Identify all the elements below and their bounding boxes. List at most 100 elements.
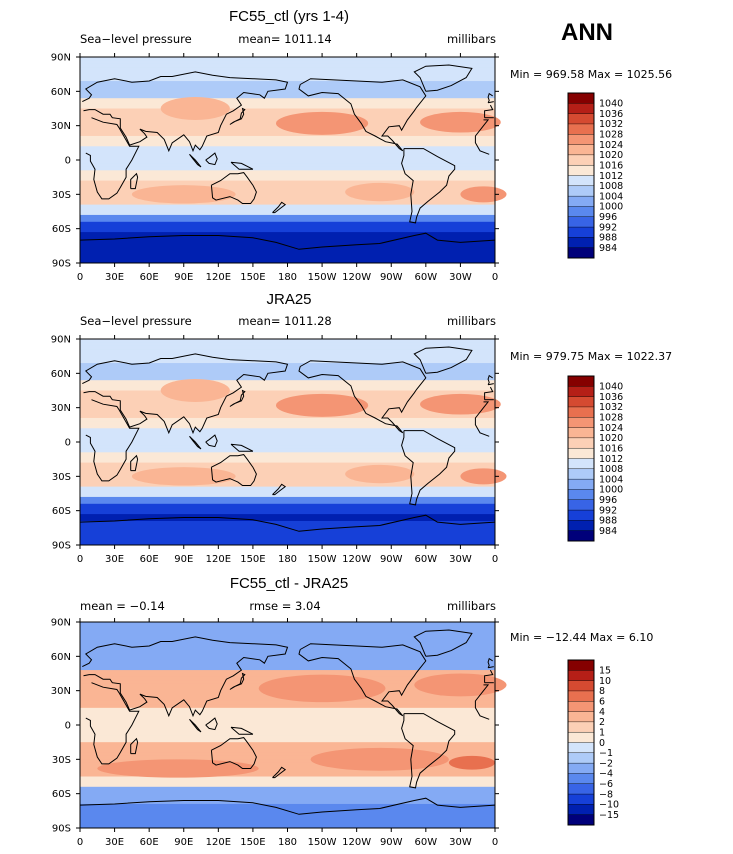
colorbar-box-2-12 [567, 783, 595, 795]
y-tick-label-0-1: 60N [51, 87, 71, 98]
colorbar-label-2-11: −6 [599, 779, 613, 790]
colorbar-label-2-12: −8 [599, 789, 613, 800]
panel-1-mean-label: mean= 1011.14 [238, 32, 331, 46]
band-1-9 [80, 431, 495, 436]
panel-3-title: FC55_ctl - JRA25 [230, 575, 348, 592]
colorbar-box-2-5 [567, 711, 595, 723]
band-2--45 [80, 776, 495, 781]
band-0--6 [80, 166, 495, 171]
pressure-cell-2-0 [258, 674, 386, 703]
band-1--78 [80, 531, 495, 536]
coastline-1-9-0 [130, 454, 139, 472]
band-1--84 [80, 538, 495, 543]
colorbar-box-0-9 [567, 185, 595, 197]
band-2-75 [80, 639, 495, 644]
band-2--21 [80, 749, 495, 753]
band-2-72 [80, 642, 495, 647]
colorbar-box-1-12 [567, 499, 595, 511]
x-tick-label-2-5: 150E [240, 837, 265, 848]
band-2--84 [80, 821, 495, 826]
pressure-cell-2-2 [448, 755, 496, 770]
panel-3-rmse-label: rmse = 3.04 [249, 599, 320, 613]
colorbar-label-1-4: 1024 [599, 423, 623, 434]
band-2-18 [80, 704, 495, 709]
coastline-2-11-0 [189, 718, 202, 733]
coastline-0-3-1 [85, 117, 140, 200]
colorbar-label-1-5: 1020 [599, 433, 623, 444]
band-2-78 [80, 635, 495, 640]
x-tick-label-0-0: 0 [77, 272, 83, 283]
x-tick-label-0-10: 60W [415, 272, 438, 283]
x-tick-label-1-12: 0 [492, 554, 498, 565]
coastline-0-8-0 [487, 101, 494, 104]
band-1--24 [80, 469, 495, 474]
band-0--21 [80, 184, 495, 188]
band-2--39 [80, 769, 495, 774]
panel-3-units-label: millibars [447, 599, 496, 613]
colorbar-box-1-13 [567, 509, 595, 521]
colorbar-label-1-8: 1008 [599, 464, 623, 475]
coastline-1-11-0 [189, 435, 202, 450]
panel-3-left-label: mean = −0.14 [80, 599, 165, 613]
band-1-60 [80, 373, 495, 378]
colorbar-label-0-8: 1008 [599, 181, 623, 192]
coastline-2-8-0 [487, 666, 494, 669]
band-2--48 [80, 779, 495, 784]
x-tick-label-0-6: 180 [278, 272, 297, 283]
season-title: ANN [561, 19, 613, 46]
band-1-75 [80, 356, 495, 361]
band-0--15 [80, 177, 495, 182]
colorbar-box-1-5 [567, 427, 595, 439]
colorbar-label-0-7: 1012 [599, 171, 623, 182]
pressure-cell-1-1 [420, 393, 501, 415]
panel-1-left-label: Sea−level pressure [80, 32, 192, 46]
band-1-6 [80, 435, 495, 440]
x-tick-label-1-11: 30W [449, 554, 472, 565]
band-0-18 [80, 139, 495, 144]
coastline-0-0-0 [298, 78, 427, 152]
band-2--15 [80, 742, 495, 747]
colorbar-box-2-9 [567, 752, 595, 764]
band-0-81 [80, 67, 495, 72]
colorbar-label-2-9: −2 [599, 758, 613, 769]
coastline-2-4-0 [484, 669, 494, 683]
x-tick-label-0-9: 90W [380, 272, 403, 283]
band-2-54 [80, 663, 495, 668]
pressure-cell-0-1 [420, 111, 501, 133]
band-2--60 [80, 793, 495, 798]
x-tick-label-0-2: 60E [140, 272, 159, 283]
band-0--78 [80, 249, 495, 254]
coastline-1-3-2 [474, 401, 490, 437]
y-tick-label-2-5: 60S [52, 789, 71, 800]
y-tick-label-1-3: 0 [65, 438, 71, 449]
band-1--33 [80, 479, 495, 484]
colorbar-label-1-0: 1040 [599, 382, 623, 393]
band-0-78 [80, 70, 495, 75]
colorbar-box-1-0 [567, 375, 595, 387]
panel-2-minmax: Min = 979.75 Max = 1022.37 [510, 350, 672, 363]
coastline-2-3-1 [85, 682, 140, 765]
band-0-42 [80, 111, 495, 116]
x-tick-label-0-8: 120W [342, 272, 371, 283]
band-2--12 [80, 738, 495, 743]
y-tick-label-2-4: 30S [52, 755, 71, 766]
band-0--3 [80, 163, 495, 168]
band-2--63 [80, 797, 495, 802]
colorbar-box-0-12 [567, 216, 595, 228]
band-2--3 [80, 728, 495, 733]
colorbar-box-0-14 [567, 237, 595, 249]
band-0-63 [80, 87, 495, 92]
band-2-57 [80, 659, 495, 664]
colorbar-box-1-8 [567, 458, 595, 470]
panel-1-colorbar: 1040103610321028102410201016101210081004… [567, 92, 623, 259]
band-0--87 [80, 259, 495, 264]
y-tick-label-2-6: 90S [52, 824, 71, 835]
band-1-72 [80, 359, 495, 364]
x-tick-label-2-9: 90W [380, 837, 403, 848]
panel-2-colorbar: 1040103610321028102410201016101210081004… [567, 375, 623, 542]
x-tick-label-0-11: 30W [449, 272, 472, 283]
x-tick-label-1-1: 30E [105, 554, 124, 565]
band-1--69 [80, 520, 495, 525]
band-2-51 [80, 666, 495, 671]
